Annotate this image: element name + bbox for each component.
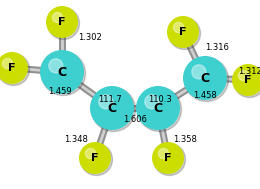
Circle shape <box>238 70 249 81</box>
Circle shape <box>158 148 169 159</box>
Circle shape <box>48 8 80 40</box>
Circle shape <box>81 143 113 176</box>
Circle shape <box>136 86 180 130</box>
Circle shape <box>185 57 229 101</box>
Circle shape <box>42 51 86 95</box>
Circle shape <box>138 88 181 132</box>
Circle shape <box>168 18 200 50</box>
Circle shape <box>49 59 63 73</box>
Circle shape <box>85 148 96 159</box>
Text: 1.606: 1.606 <box>123 115 147 125</box>
Text: 1.348: 1.348 <box>64 136 88 145</box>
Circle shape <box>167 16 199 48</box>
Circle shape <box>40 50 84 94</box>
Text: C: C <box>107 101 116 115</box>
Text: F: F <box>244 75 252 85</box>
Text: 1.358: 1.358 <box>173 136 197 145</box>
Circle shape <box>173 22 184 33</box>
Text: F: F <box>179 27 187 37</box>
Text: F: F <box>58 17 66 27</box>
Circle shape <box>192 65 206 79</box>
Circle shape <box>0 52 28 84</box>
Circle shape <box>233 66 260 98</box>
Text: 1.458: 1.458 <box>193 91 217 101</box>
Text: C: C <box>200 71 210 84</box>
Text: 1.302: 1.302 <box>78 33 102 43</box>
Text: 1.312: 1.312 <box>238 67 260 77</box>
Text: F: F <box>91 153 99 163</box>
Text: C: C <box>57 66 67 78</box>
Circle shape <box>46 6 78 38</box>
Circle shape <box>2 58 13 69</box>
Text: C: C <box>153 101 162 115</box>
Circle shape <box>99 95 113 109</box>
Text: 1.459: 1.459 <box>48 88 72 97</box>
Circle shape <box>145 95 159 109</box>
Circle shape <box>153 143 185 176</box>
Text: F: F <box>8 63 16 73</box>
Text: F: F <box>164 153 172 163</box>
Text: 111.7: 111.7 <box>98 95 122 105</box>
Text: 110.3: 110.3 <box>148 95 172 105</box>
Circle shape <box>79 142 111 174</box>
Circle shape <box>90 86 134 130</box>
Circle shape <box>0 53 29 85</box>
Circle shape <box>92 88 135 132</box>
Circle shape <box>152 142 184 174</box>
Circle shape <box>183 56 227 100</box>
Text: 1.316: 1.316 <box>205 43 229 53</box>
Circle shape <box>53 12 63 23</box>
Circle shape <box>232 64 260 96</box>
